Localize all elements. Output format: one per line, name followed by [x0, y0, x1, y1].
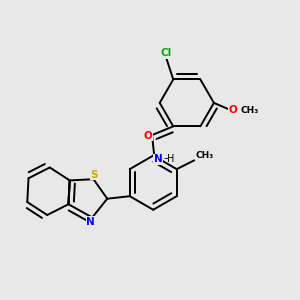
Text: S: S — [90, 170, 98, 180]
Text: N: N — [86, 217, 95, 227]
Text: CH₃: CH₃ — [196, 151, 214, 160]
Text: O: O — [229, 105, 237, 116]
Text: N: N — [154, 154, 162, 164]
Text: O: O — [144, 131, 152, 141]
Text: H: H — [167, 154, 174, 164]
Text: –: – — [164, 154, 169, 164]
Text: Cl: Cl — [160, 48, 172, 59]
Text: CH₃: CH₃ — [240, 106, 259, 116]
